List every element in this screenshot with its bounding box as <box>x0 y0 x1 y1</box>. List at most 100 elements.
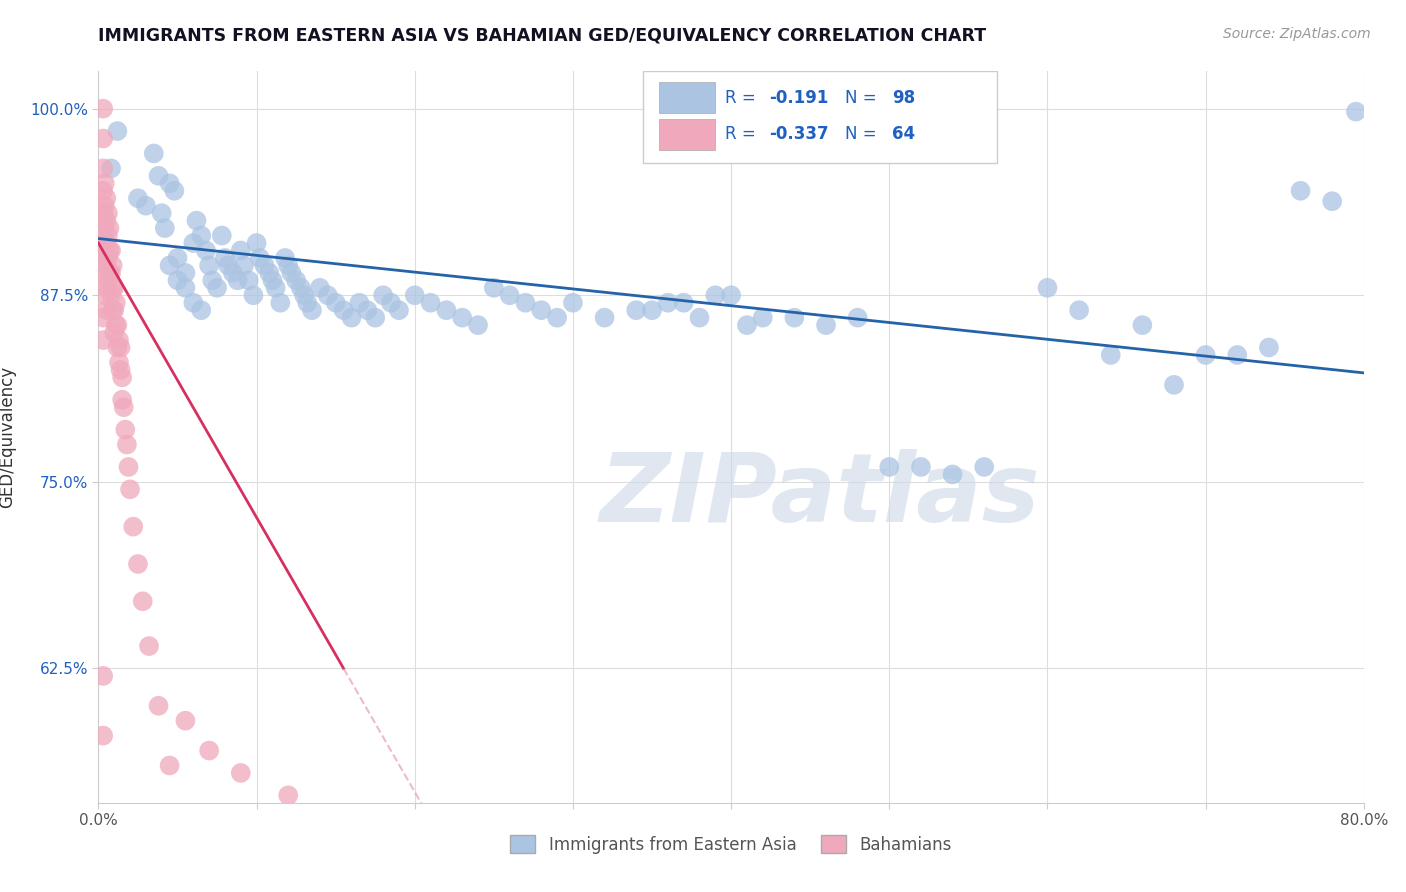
Point <box>201 273 224 287</box>
Point <box>1257 341 1279 355</box>
Point <box>877 459 900 474</box>
Point <box>269 295 291 310</box>
Point <box>226 273 249 287</box>
Point <box>704 288 727 302</box>
Point <box>316 288 339 302</box>
Point <box>190 303 212 318</box>
Text: Source: ZipAtlas.com: Source: ZipAtlas.com <box>1223 27 1371 41</box>
Point <box>290 281 312 295</box>
Point <box>91 161 114 176</box>
Point <box>98 221 121 235</box>
Point <box>910 459 932 474</box>
Point <box>249 251 271 265</box>
Point <box>332 303 354 318</box>
Point <box>253 259 276 273</box>
Point <box>93 221 117 235</box>
Text: 64: 64 <box>891 125 915 144</box>
Point <box>96 259 118 273</box>
Point <box>190 228 212 243</box>
Point <box>229 244 252 258</box>
Point <box>114 423 136 437</box>
Point <box>117 459 139 474</box>
Point <box>159 758 181 772</box>
Point <box>657 295 679 310</box>
Point <box>97 206 120 220</box>
Point <box>593 310 616 325</box>
Point <box>166 251 188 265</box>
Point <box>100 244 122 258</box>
Point <box>132 594 155 608</box>
Point <box>404 288 426 302</box>
Point <box>174 281 197 295</box>
Point <box>148 169 170 183</box>
Point <box>1067 303 1090 318</box>
FancyBboxPatch shape <box>659 119 714 150</box>
Point <box>104 318 127 332</box>
Point <box>546 310 568 325</box>
Text: -0.337: -0.337 <box>769 125 828 144</box>
Point <box>973 459 995 474</box>
Point <box>297 295 319 310</box>
Point <box>238 273 260 287</box>
Point <box>103 303 125 318</box>
Point <box>624 303 647 318</box>
Point <box>127 191 149 205</box>
Point <box>380 295 402 310</box>
Point <box>356 303 378 318</box>
Point <box>309 281 332 295</box>
Point <box>285 273 308 287</box>
Point <box>451 310 474 325</box>
Point <box>163 184 186 198</box>
Point <box>814 318 837 332</box>
Point <box>159 259 181 273</box>
Point <box>561 295 585 310</box>
Point <box>150 206 173 220</box>
Point <box>183 295 205 310</box>
Point <box>292 288 315 302</box>
Point <box>498 288 520 302</box>
Point <box>127 557 149 571</box>
Point <box>142 146 165 161</box>
Point <box>1344 104 1367 119</box>
Point <box>91 184 114 198</box>
Point <box>467 318 489 332</box>
Point <box>91 102 114 116</box>
Point <box>371 288 394 302</box>
Point <box>103 281 125 295</box>
Point <box>205 281 228 295</box>
Point <box>96 281 118 295</box>
Point <box>107 341 129 355</box>
Point <box>159 177 181 191</box>
Point <box>942 467 965 482</box>
Point <box>349 295 371 310</box>
Point <box>233 259 256 273</box>
Point <box>135 199 157 213</box>
Point <box>104 295 127 310</box>
Point <box>262 273 284 287</box>
Point <box>277 259 299 273</box>
Point <box>735 318 758 332</box>
Point <box>93 244 117 258</box>
FancyBboxPatch shape <box>659 82 714 113</box>
Point <box>214 251 236 265</box>
Point <box>101 259 124 273</box>
Point <box>100 161 122 176</box>
Text: ZIPatlas: ZIPatlas <box>599 449 1040 542</box>
Point <box>194 244 218 258</box>
Point <box>388 303 411 318</box>
Point <box>91 228 114 243</box>
Point <box>530 303 553 318</box>
Text: IMMIGRANTS FROM EASTERN ASIA VS BAHAMIAN GED/EQUIVALENCY CORRELATION CHART: IMMIGRANTS FROM EASTERN ASIA VS BAHAMIAN… <box>98 27 987 45</box>
Point <box>112 401 135 415</box>
Text: -0.191: -0.191 <box>769 88 828 107</box>
Point <box>93 199 117 213</box>
Point <box>96 191 118 205</box>
Point <box>751 310 773 325</box>
Point <box>91 310 114 325</box>
Point <box>166 273 188 287</box>
Point <box>277 789 299 803</box>
Point <box>110 341 132 355</box>
Point <box>186 213 208 227</box>
Text: 98: 98 <box>891 88 915 107</box>
Point <box>242 288 264 302</box>
